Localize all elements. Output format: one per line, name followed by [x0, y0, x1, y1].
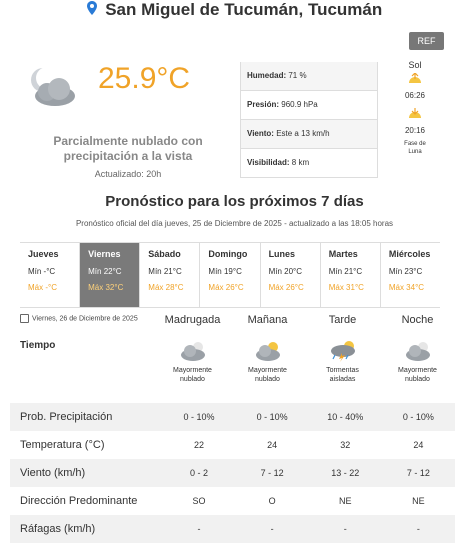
table-cell: 24 [413, 440, 424, 450]
table-cell: - [308, 515, 382, 543]
sunrise-icon [390, 72, 440, 87]
row-label: Temperatura (°C) [20, 439, 105, 451]
tiempo-label: Tiempo [20, 340, 56, 351]
row-label: Dirección Predominante [20, 495, 138, 507]
table-cell: 0 - 10% [235, 403, 309, 431]
forecast-title: Pronóstico para los próximos 7 días [105, 193, 364, 210]
sunset-time: 20:16 [404, 126, 426, 135]
table-cell: 24 [267, 440, 278, 450]
table-cell: - [235, 515, 309, 543]
table-row: Ráfagas (km/h) - - - - [10, 515, 455, 543]
cloudy-night-icon [405, 342, 430, 361]
tab-miercoles[interactable]: Miércoles Mín 23°C Máx 34°C [379, 243, 440, 307]
table-cell: 13 - 22 [308, 459, 382, 487]
stats-panel: Humedad: 71 % Presión: 960.9 hPa Viento:… [240, 62, 378, 178]
ref-button[interactable]: REF [409, 32, 444, 50]
table-cell: 7 - 12 [381, 459, 455, 487]
tab-domingo[interactable]: Domingo Mín 19°C Máx 26°C [199, 243, 259, 307]
updated-time: Actualizado: 20h [94, 169, 162, 179]
period-madrugada: Madrugada [164, 314, 221, 326]
day-tabs: Jueves Mín -°C Máx -°C Viernes Mín 22°C Máx … [20, 242, 440, 308]
location-header: San Miguel de Tucumán, Tucumán [0, 0, 469, 30]
stat-visibility: Visibilidad: 8 km [241, 149, 377, 178]
row-label: Ráfagas (km/h) [10, 515, 163, 543]
tab-martes[interactable]: Martes Mín 21°C Máx 31°C [319, 243, 380, 307]
period-headers: Madrugada Mañana Tarde Noche [155, 314, 455, 326]
period-noche: Noche [401, 314, 434, 326]
tab-jueves[interactable]: Jueves Mín -°C Máx -°C [28, 249, 59, 292]
period-manana: Mañana [247, 314, 288, 326]
calendar-icon [20, 314, 29, 323]
table-row: Prob. Precipitación 0 - 10% 0 - 10% 10 -… [10, 403, 455, 431]
table-cell: - [381, 515, 455, 543]
tab-viernes[interactable]: Viernes Mín 22°C Máx 32°C [79, 243, 140, 307]
sun-title: Sol [408, 60, 422, 70]
weather-manana: Mayormente nublado [230, 340, 305, 384]
table-cell: 10 - 40% [308, 403, 382, 431]
weather-tarde: Tormentas aisladas [305, 340, 380, 384]
table-row: Viento (km/h) 0 - 2 7 - 12 13 - 22 7 - 1… [10, 459, 455, 487]
cloudy-night-icon [180, 342, 205, 361]
row-label: Prob. Precipitación [10, 403, 163, 431]
tab-lunes[interactable]: Lunes Mín 20°C Máx 26°C [259, 243, 320, 307]
stat-wind: Viento: Este a 13 km/h [241, 120, 377, 149]
thunderstorm-icon [330, 341, 355, 362]
table-cell: 32 [340, 440, 351, 450]
table-cell: NE [339, 496, 352, 506]
table-cell: 0 - 2 [162, 459, 236, 487]
location-pin-icon [86, 0, 97, 20]
table-cell: O [268, 496, 276, 506]
sunrise-time: 06:26 [404, 91, 426, 100]
partly-cloudy-night-icon [23, 62, 79, 110]
row-label: Viento (km/h) [10, 459, 163, 487]
tab-sabado[interactable]: Sábado Mín 21°C Máx 28°C [139, 243, 199, 307]
sun-panel: Sol 06:26 20:16 Fase de Luna [390, 60, 440, 156]
moon-phase-label: Fase de Luna [404, 141, 426, 155]
table-cell: NE [412, 496, 425, 506]
detail-date: Viernes, 26 de Diciembre de 2025 [20, 314, 138, 323]
period-tarde: Tarde [328, 314, 357, 326]
table-cell: SO [192, 496, 206, 506]
forecast-subtitle: Pronóstico oficial del día jueves, 25 de… [75, 219, 394, 228]
weather-madrugada: Mayormente nublado [155, 340, 230, 384]
table-cell: 7 - 12 [235, 459, 309, 487]
location-title: San Miguel de Tucumán, Tucumán [105, 0, 383, 19]
stat-humidity: Humedad: 71 % [241, 62, 377, 91]
current-condition: Parcialmente nublado con precipitación a… [53, 134, 203, 163]
current-temperature: 25.9°C [98, 62, 191, 95]
cloudy-day-icon [255, 342, 280, 361]
table-cell: 0 - 10% [162, 403, 236, 431]
current-conditions: 25.9°C Parcialmente nublado con precipit… [18, 62, 238, 182]
detail-table: Prob. Precipitación 0 - 10% 0 - 10% 10 -… [10, 403, 455, 543]
weather-noche: Mayormente nublado [380, 340, 455, 384]
table-row: Dirección Predominante SO O NE NE [10, 487, 455, 515]
table-cell: 22 [194, 440, 205, 450]
stat-pressure: Presión: 960.9 hPa [241, 91, 377, 120]
table-cell: - [162, 515, 236, 543]
table-row: Temperatura (°C) 22 24 32 24 [10, 431, 455, 459]
table-cell: 0 - 10% [381, 403, 455, 431]
sunset-icon [390, 108, 440, 122]
